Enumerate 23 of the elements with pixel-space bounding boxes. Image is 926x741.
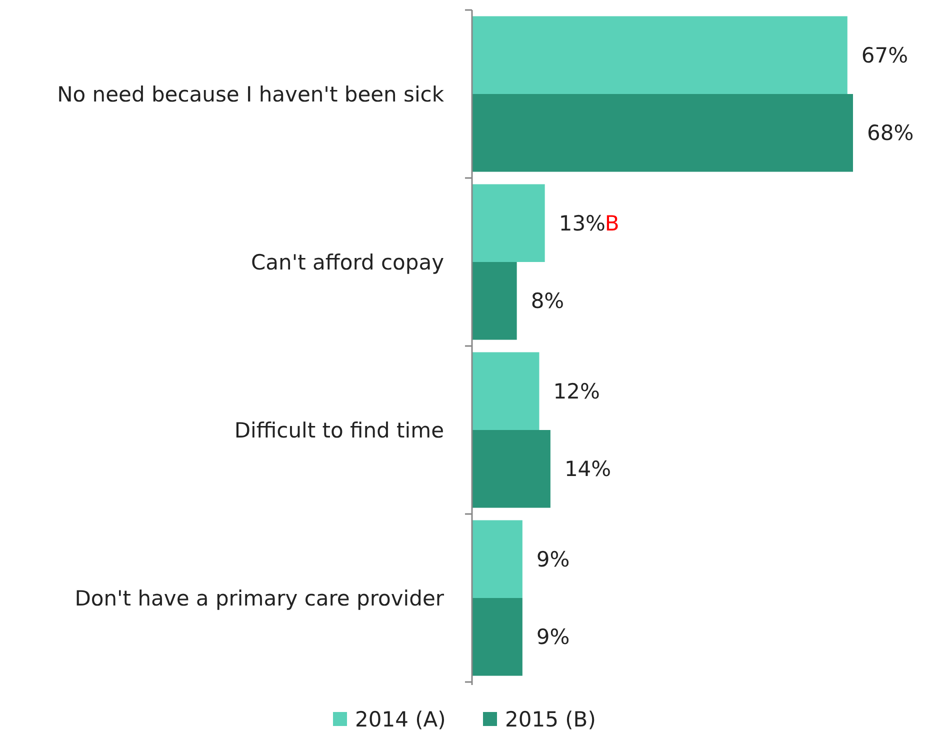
data-label: 9%: [536, 625, 570, 650]
bar: [472, 16, 848, 94]
data-label: 14%: [564, 457, 612, 482]
data-label: 67%: [861, 43, 908, 68]
bar: [472, 430, 550, 508]
data-label: 9%: [536, 547, 570, 572]
annotation: B: [604, 211, 620, 236]
y-tick-label: Can't afford copay: [251, 250, 444, 274]
bar: [472, 520, 522, 598]
bar: [472, 94, 853, 172]
bar: [472, 598, 522, 676]
bar: [472, 352, 540, 430]
y-tick-label: Don't have a primary care provider: [74, 586, 444, 610]
y-tick-label: No need because I haven't been sick: [57, 82, 445, 106]
y-tick-label: Difficult to find time: [234, 418, 444, 442]
bar: [472, 262, 517, 340]
data-label: 12%: [553, 379, 600, 404]
legend-label: 2014 (A): [355, 707, 446, 732]
legend-label: 2015 (B): [505, 707, 596, 732]
bar: [472, 184, 545, 262]
data-label: 8%: [530, 289, 564, 314]
data-label: 68%: [867, 121, 914, 146]
data-label: 13%: [558, 211, 606, 236]
